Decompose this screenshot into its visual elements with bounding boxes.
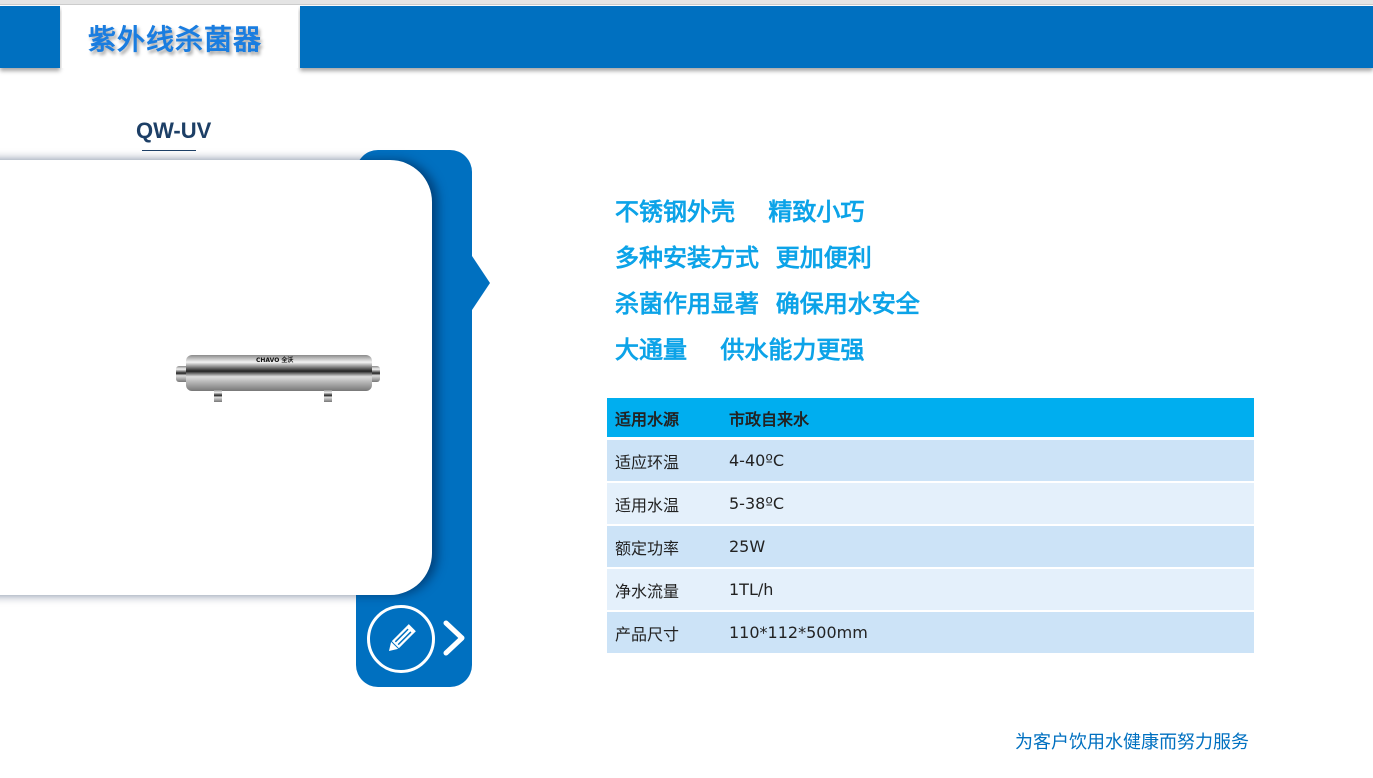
table-row: 适应环温 4-40ºC	[607, 440, 1254, 483]
spec-value: 4-40ºC	[729, 451, 785, 470]
header-bar-left	[0, 6, 60, 68]
uv-sterilizer-image: CHAVO 全沃	[176, 355, 380, 402]
spec-label: 净水流量	[615, 581, 680, 601]
spec-label: 产品尺寸	[615, 624, 680, 644]
model-name: QW-UV	[136, 118, 212, 143]
spec-value: 110*112*500mm	[729, 623, 868, 642]
feature-item: 多种安装方式 更加便利	[615, 244, 872, 272]
feature-list: 不锈钢外壳 精致小巧 多种安装方式 更加便利 杀菌作用显著 确保用水安全 大通量…	[615, 192, 920, 376]
model-underline	[142, 150, 196, 151]
spec-label: 额定功率	[615, 538, 680, 558]
spec-label: 适用水源	[615, 409, 680, 429]
page-title: 紫外线杀菌器	[88, 23, 263, 56]
table-row: 适用水温 5-38ºC	[607, 483, 1254, 526]
spec-label: 适应环温	[615, 452, 680, 472]
table-row: 净水流量 1TL/h	[607, 569, 1254, 612]
feature-item: 不锈钢外壳 精致小巧	[615, 198, 865, 226]
spec-value: 市政自来水	[729, 409, 810, 429]
spec-value: 1TL/h	[729, 580, 774, 599]
panel-notch	[468, 250, 490, 316]
footer-slogan: 为客户饮用水健康而努力服务	[1015, 732, 1249, 753]
table-row: 额定功率 25W	[607, 526, 1254, 569]
product-logo: CHAVO 全沃	[256, 356, 293, 364]
pencil-icon	[388, 624, 416, 652]
header-bar-right	[300, 6, 1373, 68]
top-strip	[0, 0, 1373, 5]
feature-item: 杀菌作用显著 确保用水安全	[615, 290, 920, 318]
spec-value: 25W	[729, 537, 766, 556]
spec-table: 适用水源 市政自来水 适应环温 4-40ºC 适用水温 5-38ºC 额定功率 25W …	[607, 398, 1254, 655]
spec-value: 5-38ºC	[729, 494, 785, 513]
spec-label: 适用水温	[615, 495, 680, 515]
edit-button[interactable]	[367, 605, 435, 673]
header-tab	[62, 6, 298, 68]
table-row: 产品尺寸 110*112*500mm	[607, 612, 1254, 655]
feature-item: 大通量 供水能力更强	[615, 336, 865, 364]
table-header-row: 适用水源 市政自来水	[607, 398, 1254, 440]
chevron-right-icon[interactable]	[440, 618, 470, 658]
